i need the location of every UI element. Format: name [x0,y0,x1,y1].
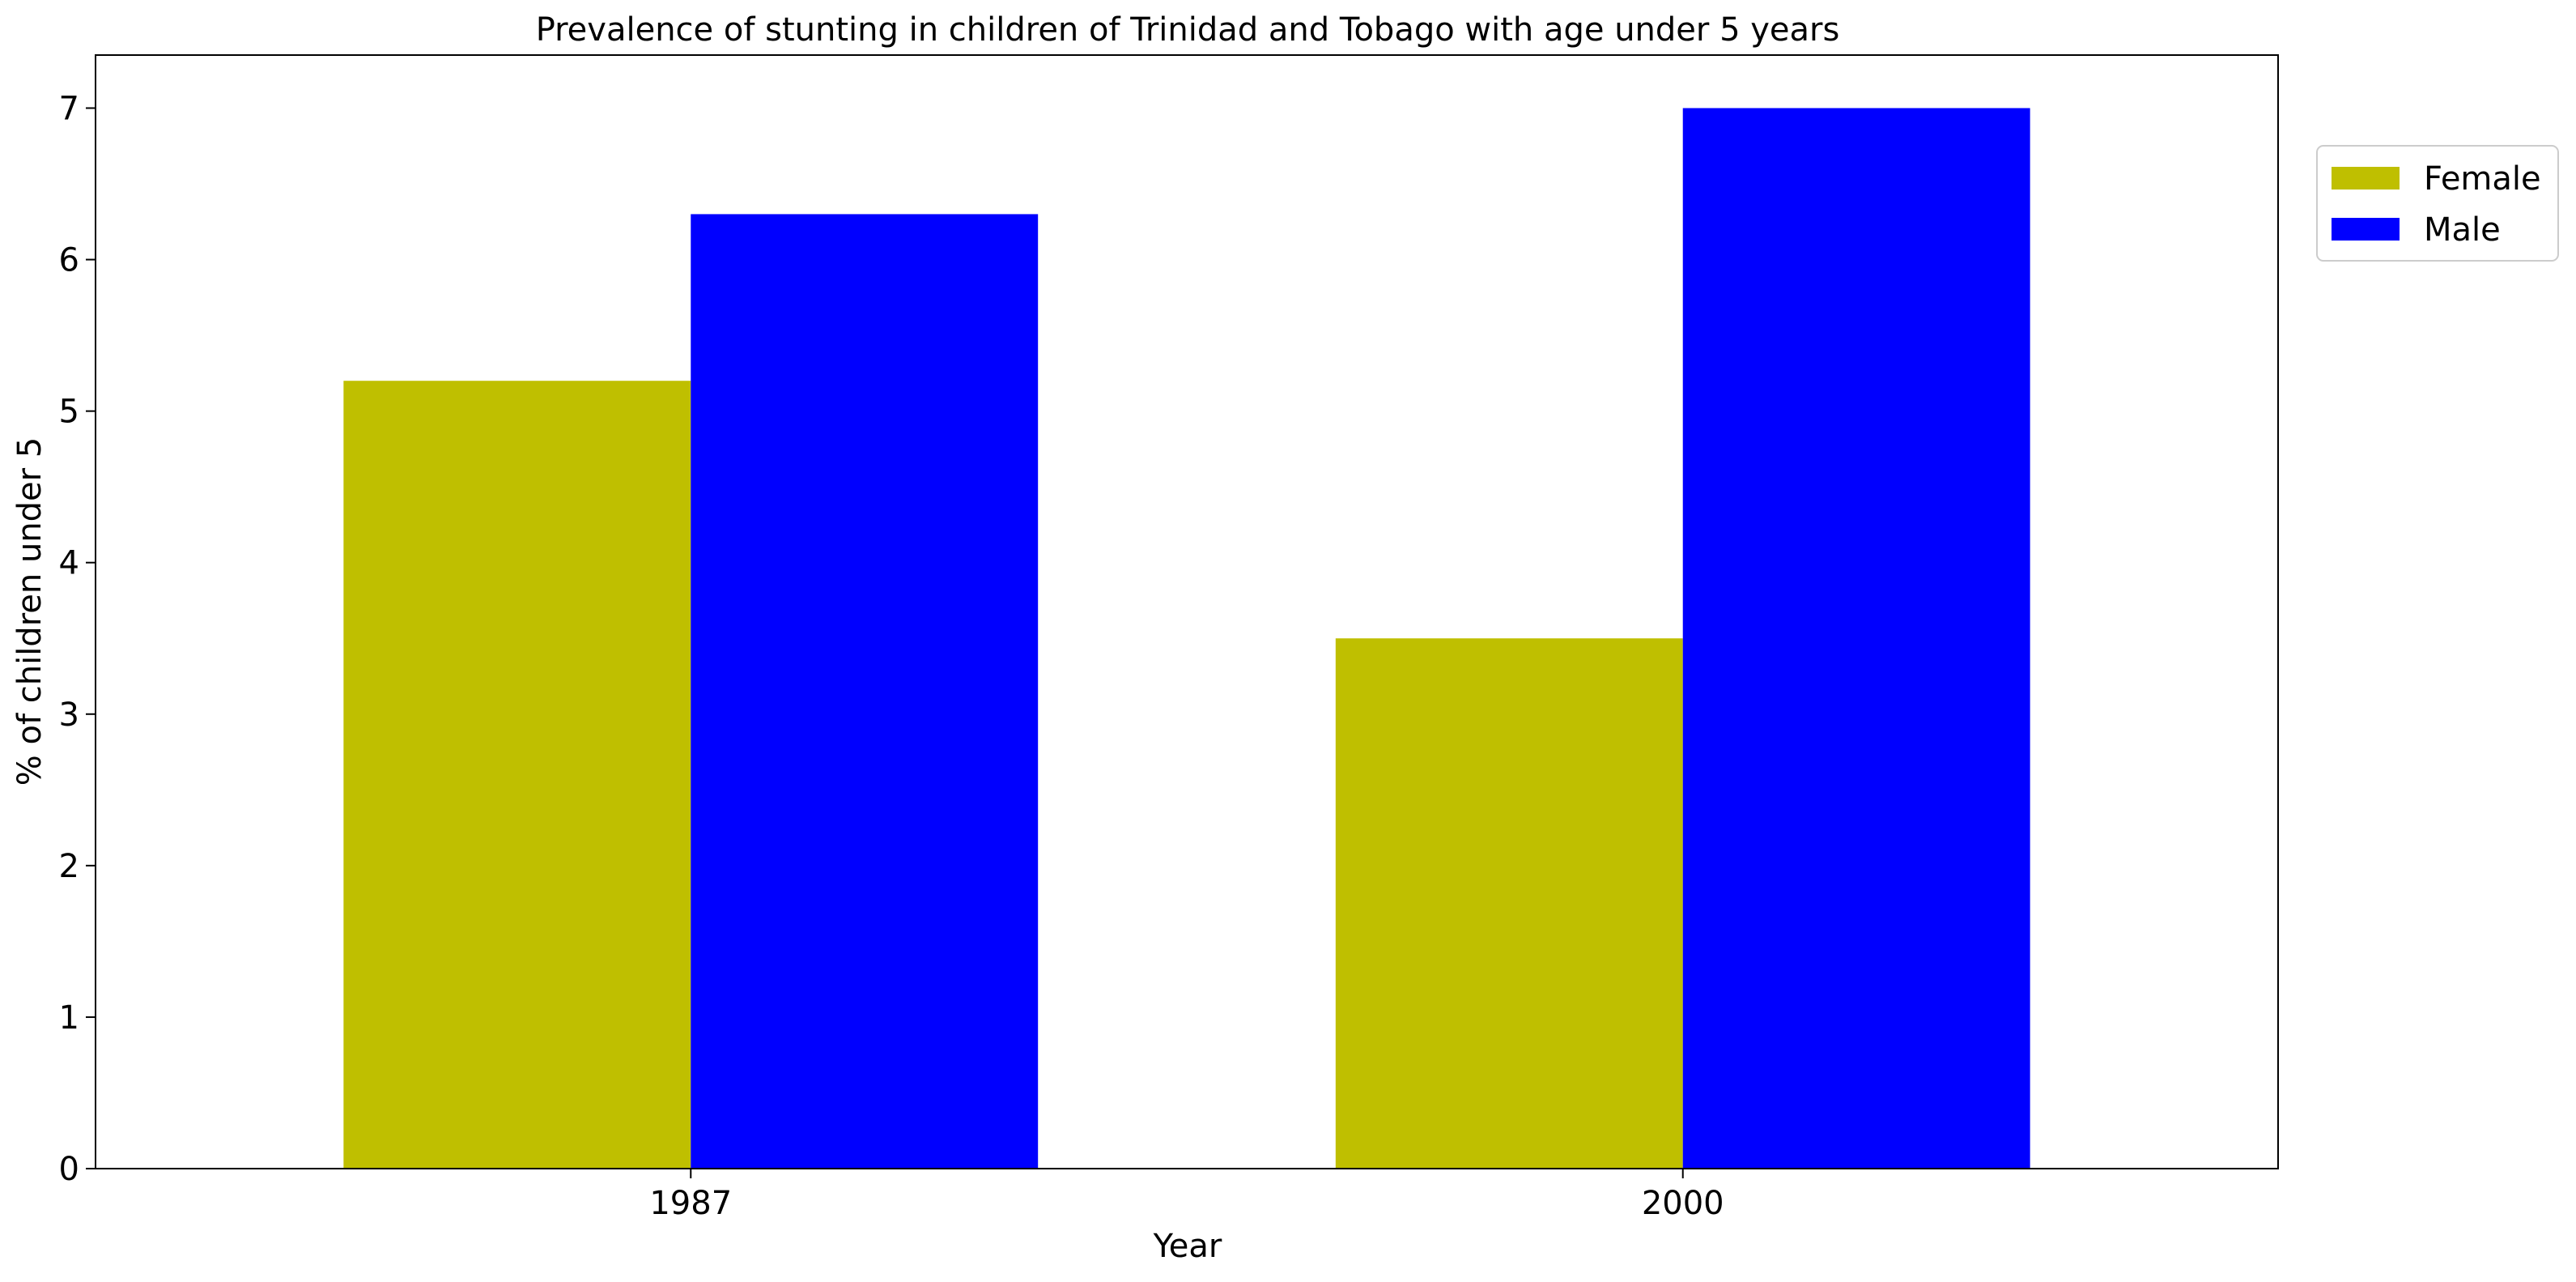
bar-male-1987 [691,214,1039,1169]
chart-title: Prevalence of stunting in children of Tr… [536,11,1840,49]
y-tick-label: 3 [59,696,79,734]
y-tick-label: 6 [59,242,79,279]
x-axis: 1987 2000 [649,1169,1724,1222]
y-tick-label: 5 [59,394,79,431]
legend-label-female: Female [2424,160,2541,198]
plot-frame [95,54,2279,1169]
x-tick-label-2000: 2000 [1642,1185,1724,1222]
bar-female-2000 [1335,638,1683,1169]
y-tick-label: 4 [59,545,79,582]
bar-male-2000 [1682,108,2030,1169]
legend-swatch-male [2332,218,2400,241]
y-tick-label: 7 [59,90,79,127]
y-axis: 0 1 2 3 4 5 6 7 [59,90,96,1188]
bars-group [343,108,2030,1169]
legend-swatch-female [2332,167,2400,190]
legend-label-male: Male [2424,211,2501,249]
legend: Female Male [2316,145,2559,262]
y-tick-label: 2 [59,848,79,885]
y-tick-label: 0 [59,1151,79,1188]
y-tick-label: 1 [59,999,79,1037]
x-axis-label: Year [1153,1228,1222,1265]
x-tick-label-1987: 1987 [649,1185,732,1222]
y-axis-label: % of children under 5 [11,437,49,786]
bar-female-1987 [343,381,691,1169]
